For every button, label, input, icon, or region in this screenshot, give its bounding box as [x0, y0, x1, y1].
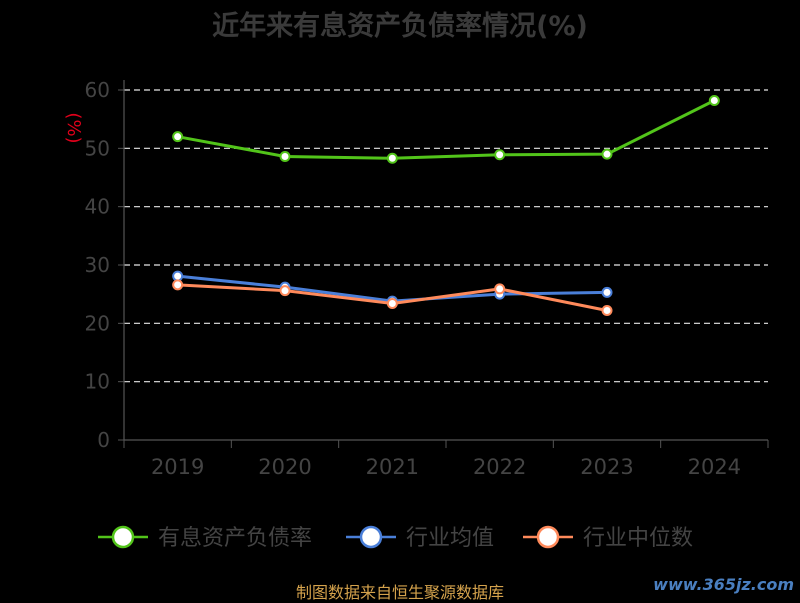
- source-note: 制图数据来自恒生聚源数据库: [295, 583, 504, 602]
- y-tick-label: 10: [85, 370, 110, 394]
- y-tick-label: 20: [85, 311, 110, 335]
- data-point: [172, 279, 184, 291]
- watermark: www.365jz.com: [653, 575, 794, 594]
- legend-marker: [359, 525, 383, 549]
- data-point: [386, 298, 398, 309]
- y-tick-label: 50: [85, 136, 110, 160]
- legend-marker: [111, 525, 135, 549]
- data-point: [708, 95, 720, 106]
- y-tick-label: 30: [85, 253, 110, 277]
- y-tick-label: 0: [97, 428, 110, 452]
- x-tick-label: 2019: [151, 455, 204, 479]
- data-point: [386, 152, 398, 164]
- data-point: [494, 149, 506, 161]
- x-tick-label: 2023: [580, 455, 633, 479]
- data-point: [494, 283, 506, 295]
- x-tick-label: 2020: [258, 455, 311, 479]
- x-tick-label: 2021: [366, 455, 419, 479]
- legend-label: 行业中位数: [583, 526, 693, 551]
- y-tick-label: 60: [85, 78, 110, 102]
- data-point: [601, 305, 613, 316]
- series-line-0: [177, 99, 716, 160]
- data-point: [279, 151, 291, 162]
- y-axis-label: (%): [63, 112, 84, 143]
- x-tick-label: 2022: [473, 455, 526, 479]
- data-point: [601, 148, 613, 160]
- data-point: [279, 285, 291, 297]
- legend-label: 行业均值: [406, 526, 494, 551]
- x-tick-label: 2024: [688, 455, 741, 479]
- legend-marker: [536, 525, 560, 549]
- data-point: [172, 131, 184, 143]
- y-tick-label: 40: [85, 195, 110, 219]
- chart-title: 近年来有息资产负债率情况(%): [212, 11, 588, 42]
- legend-label: 有息资产负债率: [158, 526, 312, 551]
- data-point: [601, 286, 613, 298]
- data-point: [172, 270, 184, 282]
